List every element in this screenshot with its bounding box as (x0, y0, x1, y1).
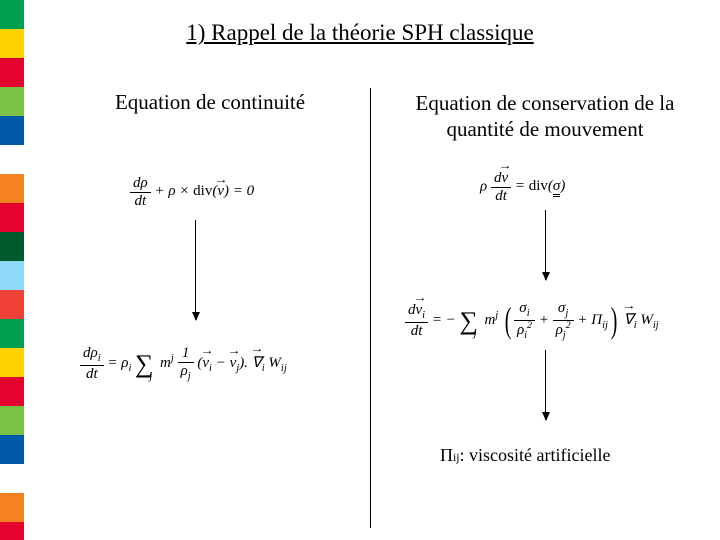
slide: 1) Rappel de la théorie SPH classique Eq… (0, 0, 720, 540)
decorative-stripes (0, 0, 24, 540)
stripe (0, 377, 24, 406)
stripe (0, 435, 24, 464)
footnote-viscosity: Πij: viscosité artificielle (440, 445, 610, 466)
slide-title: 1) Rappel de la théorie SPH classique (0, 20, 720, 46)
stripe (0, 406, 24, 435)
stripe (0, 87, 24, 116)
stripe (0, 203, 24, 232)
eq-momentum-discrete: dvi dt = − ∑j mj ( σi ρi2 + σj ρj2 + Πij… (405, 300, 659, 341)
stripe (0, 493, 24, 522)
stripe (0, 145, 24, 174)
stripe (0, 174, 24, 203)
left-column-heading: Equation de continuité (60, 90, 360, 115)
footnote-text: : viscosité artificielle (460, 445, 611, 465)
right-column-heading: Equation de conservation de la quantité … (380, 90, 710, 143)
stripe (0, 348, 24, 377)
arrow-left (195, 220, 196, 320)
stripe (0, 290, 24, 319)
eq-continuity-discrete: dρi dt = ρi ∑j mj 1 ρj (vi − vj). ∇i Wij (80, 345, 287, 382)
eq-continuity-continuous: dρ dt + ρ × div(v) = 0 (130, 175, 254, 209)
eq-momentum-continuous: ρ dv dt = div(σ) (480, 170, 565, 204)
stripe (0, 232, 24, 261)
stripe (0, 58, 24, 87)
arrow-right-1 (545, 210, 546, 280)
arrow-right-2 (545, 350, 546, 420)
stripe (0, 319, 24, 348)
stripe (0, 261, 24, 290)
column-separator (370, 88, 371, 528)
stripe (0, 116, 24, 145)
stripe (0, 464, 24, 493)
stripe (0, 522, 24, 540)
